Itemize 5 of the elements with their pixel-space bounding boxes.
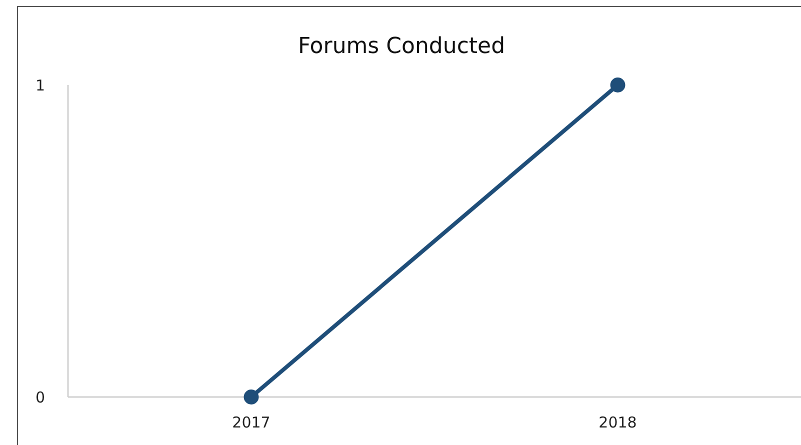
y-tick-label: 1 <box>34 76 44 94</box>
y-tick-label: 0 <box>34 388 44 406</box>
x-tick-label: 2017 <box>232 413 270 432</box>
chart-title: Forums Conducted <box>298 34 506 59</box>
x-tick-label: 2018 <box>598 413 636 432</box>
